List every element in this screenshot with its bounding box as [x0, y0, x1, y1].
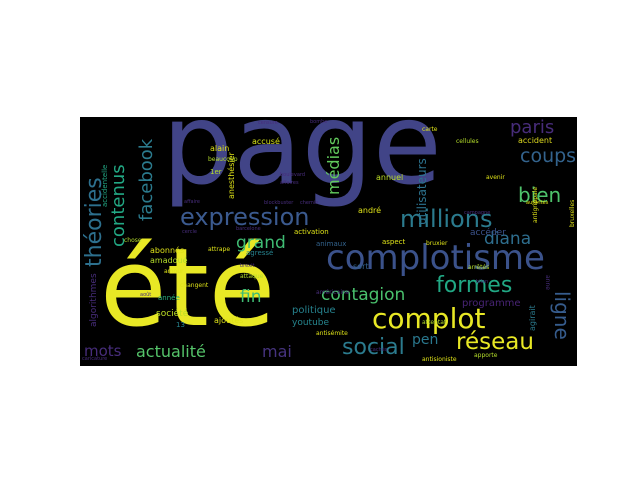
word: andré [358, 206, 382, 215]
word: pen [412, 332, 439, 348]
word: actualité [136, 342, 206, 361]
word: formes [436, 273, 513, 298]
word: antigrippale [532, 186, 539, 223]
word: amour [164, 268, 184, 275]
word: américaine [316, 289, 350, 296]
word: chose [124, 237, 142, 244]
word: 1er [210, 168, 222, 176]
word: campagne [464, 210, 491, 216]
word: mots [84, 342, 122, 360]
word: médias [324, 136, 343, 195]
word: cellules [456, 138, 479, 145]
word: arrêtés [468, 264, 490, 271]
word: algorithmes [89, 273, 99, 327]
word: société [156, 309, 189, 319]
word: annuel [376, 173, 404, 182]
word: censure [258, 120, 278, 126]
word: accident [518, 136, 553, 145]
word: social [342, 335, 405, 360]
word: beaucoup [208, 156, 238, 163]
word: changent [180, 282, 209, 289]
word: page [162, 117, 442, 210]
word: antisioniste [422, 356, 457, 363]
word: bruxier [426, 240, 448, 247]
word: accidentelle [101, 164, 109, 207]
word: agirait [528, 305, 537, 331]
word: bilan [476, 279, 489, 285]
word: expression [180, 203, 310, 231]
word: bombe [310, 119, 328, 125]
word: apporte [474, 352, 498, 359]
word: politique [292, 305, 336, 316]
word: ajoutés [214, 316, 244, 325]
word: fin [240, 287, 262, 307]
word: abonnés [150, 246, 185, 255]
word: programme [462, 298, 521, 309]
word: barcelone [236, 226, 261, 232]
word: mai [262, 342, 292, 361]
word: attaque [240, 273, 264, 280]
word: utilisateurs [415, 158, 429, 225]
word: accusé [252, 137, 280, 146]
word: complotisme [326, 238, 545, 278]
word: août [140, 292, 152, 298]
word: antisémite [316, 330, 348, 337]
word: paris [510, 117, 555, 138]
word: cercle [182, 229, 197, 235]
word: attentat [422, 319, 447, 326]
word: millions [400, 205, 493, 233]
word: contagion [321, 285, 406, 305]
word: chemin [300, 200, 319, 206]
word: affaire [184, 199, 200, 205]
word: activation [294, 228, 329, 236]
word: cachés [370, 347, 388, 353]
word: complot [372, 302, 486, 335]
word: brexit [240, 263, 255, 269]
word: diana [484, 229, 532, 249]
word: autorités [526, 200, 549, 206]
word-cloud: page été complotisme complot expression … [80, 117, 577, 366]
word: 13 [176, 321, 185, 329]
word: été [100, 226, 276, 351]
word: boulevard [280, 172, 306, 178]
word: attrape [208, 246, 231, 253]
word: avenir [486, 174, 505, 181]
word: année [158, 294, 180, 302]
word: bruxelles [569, 199, 576, 227]
word: grand [236, 233, 286, 253]
word: sort [353, 262, 369, 271]
word: affaires [280, 180, 299, 186]
word: youtube [292, 318, 330, 328]
word: amadoué [150, 256, 188, 265]
word: bien [518, 183, 562, 207]
word: coups [520, 145, 577, 167]
word: facebook [136, 138, 157, 221]
word: blockbuster [264, 200, 294, 206]
word: contenus [108, 164, 129, 247]
word: alain [210, 144, 230, 153]
word: réseau [456, 329, 534, 355]
word: anesthésier [227, 152, 236, 199]
word: agressé [246, 249, 274, 257]
word: ligne [550, 291, 574, 340]
word: accéder [470, 228, 506, 238]
word: animaux [316, 240, 347, 248]
word: aspect [382, 238, 406, 246]
word: carte [422, 126, 438, 133]
word: anne [544, 275, 551, 290]
word: caricature [82, 356, 108, 362]
